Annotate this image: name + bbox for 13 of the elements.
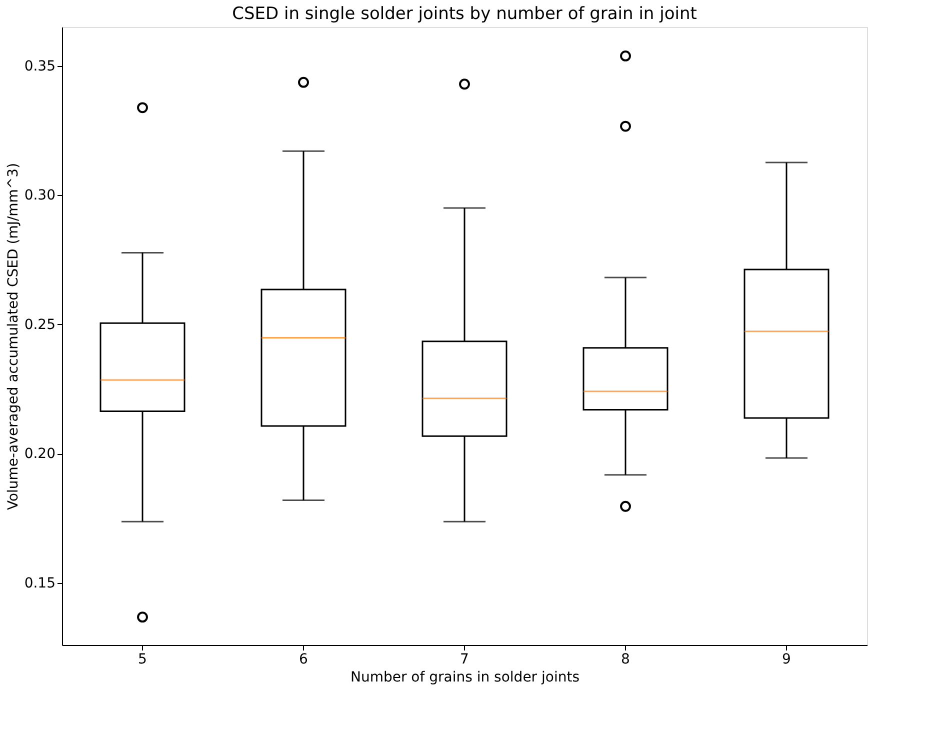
x-axis-title: Number of grains in solder joints bbox=[350, 670, 580, 686]
chart-title: CSED in single solder joints by number of grain in joint bbox=[232, 4, 698, 24]
y-tick-label: 0.25 bbox=[24, 316, 56, 333]
x-tick-label: 8 bbox=[621, 652, 630, 668]
x-tick-label: 6 bbox=[299, 652, 308, 668]
y-axis-title: Volume-averaged accumulated CSED (mJ/mm^3) bbox=[5, 162, 22, 510]
x-tick-label: 5 bbox=[138, 652, 147, 668]
y-tick-label: 0.15 bbox=[24, 575, 56, 592]
y-tick-label: 0.30 bbox=[24, 188, 56, 204]
x-tick-label: 9 bbox=[782, 652, 791, 668]
y-tick-label: 0.35 bbox=[24, 58, 56, 74]
x-tick-label: 7 bbox=[460, 652, 469, 668]
y-tick-label: 0.20 bbox=[24, 446, 56, 462]
